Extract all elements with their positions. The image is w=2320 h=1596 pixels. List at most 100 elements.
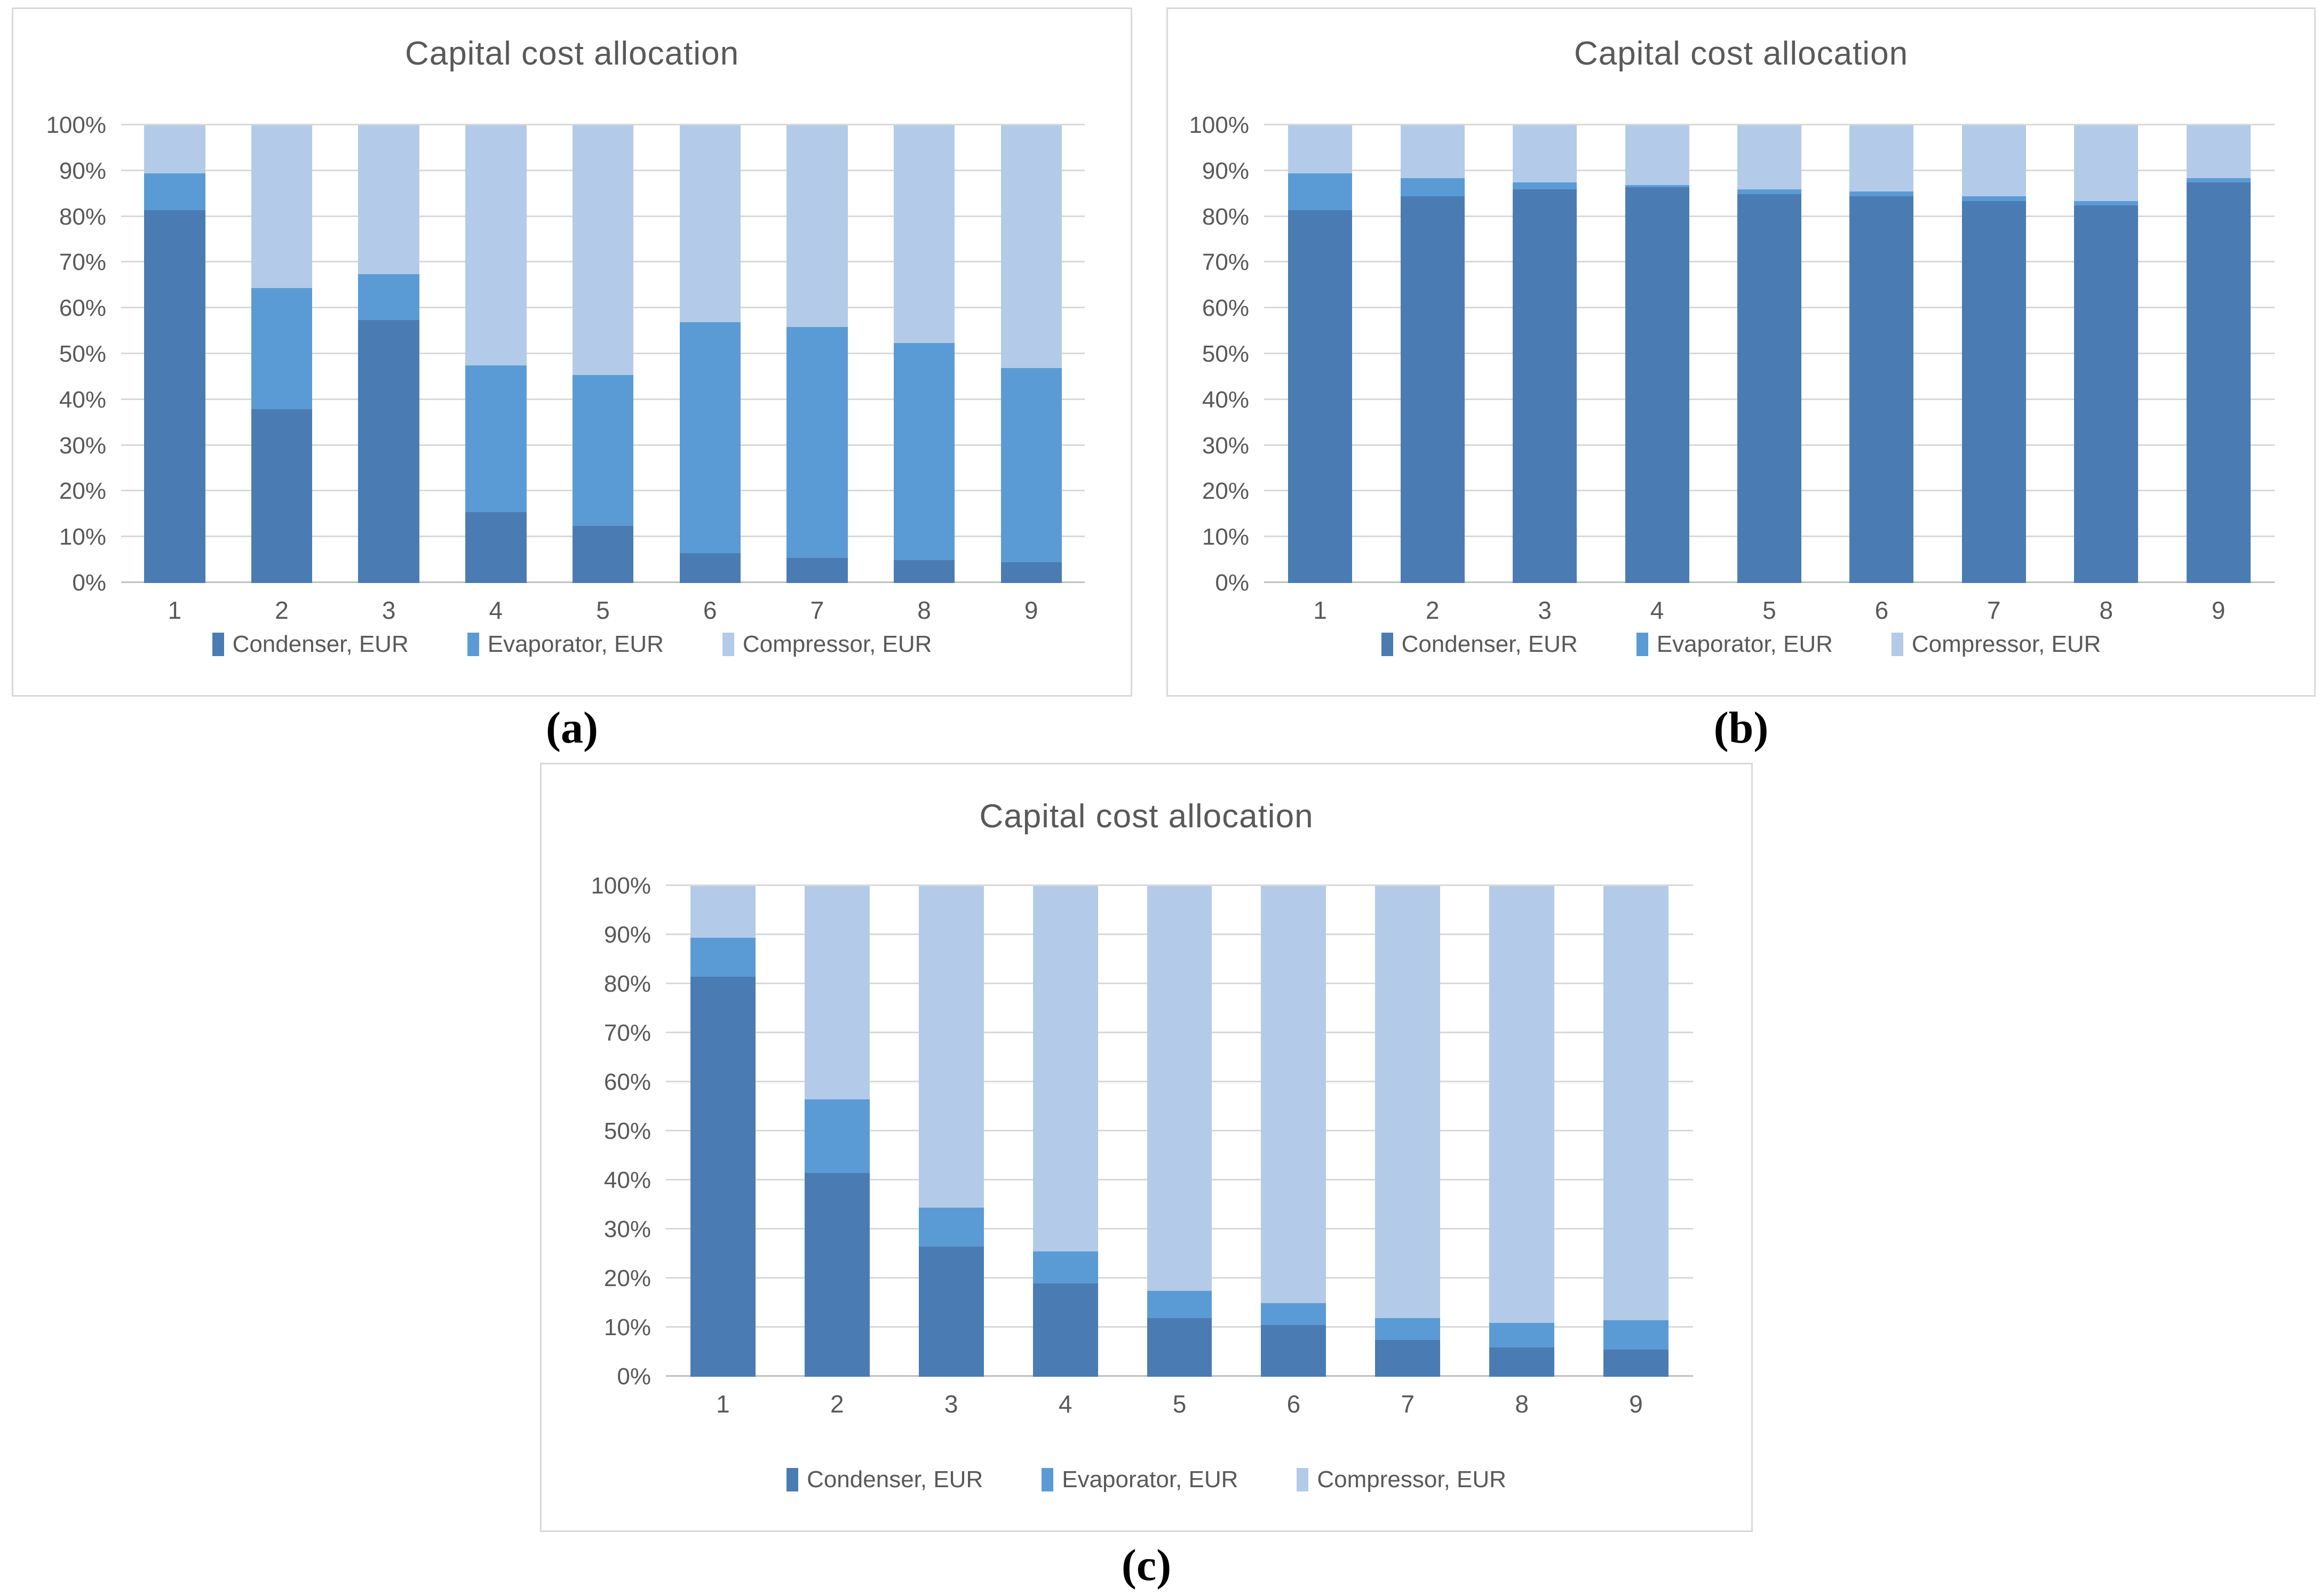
bar-segment-compressor — [1489, 886, 1555, 1323]
bar-segment-evaporator — [2186, 178, 2251, 183]
bar-segment-compressor — [1849, 125, 1914, 192]
x-tick-label: 9 — [1629, 1390, 1643, 1418]
x-tick-label: 5 — [1762, 596, 1776, 624]
stacked-bar — [679, 125, 741, 583]
y-tick-label: 90% — [59, 157, 106, 184]
bar-segment-condenser — [1603, 1350, 1669, 1377]
legend-item: Compressor, EUR — [1297, 1466, 1506, 1493]
y-tick-label: 80% — [59, 203, 106, 230]
y-tick-label: 80% — [603, 971, 651, 997]
bar-segment-evaporator — [1737, 189, 1801, 194]
stacked-bar — [690, 886, 756, 1377]
stacked-bar — [786, 125, 848, 583]
bar-category-3 — [894, 886, 1008, 1377]
y-tick-label: 80% — [1202, 203, 1249, 230]
bar-category-8 — [2050, 125, 2162, 583]
x-axis: 1 2 3 4 5 6 7 8 9 — [1264, 596, 2275, 625]
gridline — [121, 124, 1085, 125]
legend-label: Compressor, EUR — [1911, 631, 2101, 657]
x-tick-label: 1 — [716, 1390, 730, 1418]
bar-segment-condenser — [690, 977, 756, 1377]
stacked-bar — [1625, 125, 1689, 583]
bar-category-3 — [1489, 125, 1601, 583]
bar-segment-compressor — [690, 886, 756, 938]
bar-segment-evaporator — [804, 1099, 870, 1174]
bar-segment-condenser — [1737, 194, 1801, 583]
y-tick-label: 100% — [1189, 112, 1249, 138]
x-tick-label: 2 — [275, 596, 289, 624]
y-tick-label: 90% — [603, 922, 651, 948]
legend-item: Evaporator, EUR — [1636, 631, 1833, 658]
y-tick-label: 70% — [1202, 249, 1249, 276]
stacked-bar — [2074, 125, 2139, 583]
bar-category-4 — [442, 125, 550, 583]
stacked-bar — [465, 125, 527, 583]
bar-segment-compressor — [1625, 125, 1689, 185]
x-tick-label: 6 — [703, 596, 717, 624]
x-tick-label: 1 — [168, 596, 182, 624]
stacked-bar — [1513, 125, 1577, 583]
plot-area — [1264, 124, 2275, 583]
bar-category-8 — [871, 125, 978, 583]
bar-category-9 — [1579, 886, 1693, 1377]
x-tick-label: 8 — [1515, 1390, 1529, 1418]
legend-swatch — [1042, 1468, 1054, 1491]
bar-segment-condenser — [893, 560, 955, 583]
x-tick-label: 9 — [1024, 596, 1038, 624]
legend-item: Condenser, EUR — [212, 631, 409, 658]
x-tick-label: 2 — [1425, 596, 1440, 624]
x-axis: 1 2 3 4 5 6 7 8 9 — [121, 596, 1085, 625]
bar-segment-compressor — [1513, 125, 1577, 183]
stacked-bar — [1032, 886, 1098, 1377]
y-tick-label: 100% — [46, 112, 106, 138]
bar-category-9 — [2163, 125, 2275, 583]
legend-swatch — [722, 633, 734, 656]
stacked-bar — [1288, 125, 1353, 583]
legend-label: Compressor, EUR — [742, 631, 932, 657]
bar-segment-condenser — [786, 557, 848, 583]
bar-segment-condenser — [1489, 1347, 1555, 1377]
bar-segment-compressor — [1737, 125, 1801, 190]
legend-label: Compressor, EUR — [1317, 1466, 1506, 1493]
y-tick-label: 60% — [1202, 295, 1249, 322]
bar-segment-compressor — [1288, 125, 1353, 174]
chart-panel-a: Capital cost allocation 0% 10% 20% 30% 40% 50… — [12, 7, 1132, 697]
bar-segment-compressor — [465, 125, 527, 366]
bar-segment-compressor — [786, 125, 848, 327]
bar-segment-evaporator — [1625, 185, 1689, 187]
x-tick-label: 4 — [1650, 596, 1664, 624]
y-tick-label: 90% — [1202, 157, 1249, 184]
bar-segment-condenser — [1400, 196, 1465, 583]
x-tick-label: 6 — [1874, 596, 1889, 624]
x-tick-label: 2 — [830, 1390, 844, 1418]
y-tick-label: 70% — [603, 1020, 651, 1046]
y-tick-label: 40% — [603, 1167, 651, 1193]
x-tick-label: 1 — [1313, 596, 1328, 624]
bar-segment-compressor — [1603, 886, 1669, 1321]
bar-category-1 — [121, 125, 228, 583]
bar-category-4 — [1008, 886, 1123, 1377]
y-axis: 0% 10% 20% 30% 40% 50% 60% 70% 80% 90% 100% — [1168, 114, 1264, 595]
bar-category-8 — [1465, 886, 1579, 1377]
plot-area — [121, 124, 1085, 583]
bar-segment-condenser — [1261, 1325, 1326, 1377]
bar-segment-condenser — [1961, 201, 2026, 583]
x-tick-label: 7 — [1987, 596, 2001, 624]
bar-segment-compressor — [893, 125, 955, 343]
bar-segment-condenser — [1625, 187, 1689, 583]
bar-segment-evaporator — [358, 274, 419, 320]
legend-item: Evaporator, EUR — [1042, 1466, 1238, 1493]
bar-category-3 — [335, 125, 442, 583]
legend-swatch — [1891, 633, 1903, 656]
bar-segment-evaporator — [1400, 178, 1465, 196]
stacked-bar — [1603, 886, 1669, 1377]
chart-title: Capital cost allocation — [404, 35, 740, 72]
bar-segment-compressor — [1032, 886, 1098, 1252]
bar-segment-condenser — [251, 409, 313, 583]
bar-category-2 — [780, 886, 894, 1377]
bar-segment-evaporator — [2074, 201, 2139, 206]
bar-segment-condenser — [1032, 1283, 1098, 1377]
bar-segment-condenser — [2186, 182, 2251, 583]
legend-label: Condenser, EUR — [1401, 631, 1578, 657]
